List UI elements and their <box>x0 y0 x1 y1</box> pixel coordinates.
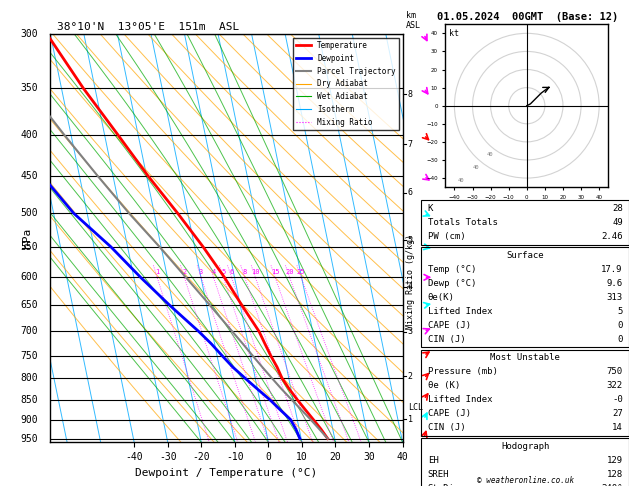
Text: 2.46: 2.46 <box>601 232 623 241</box>
Text: 15: 15 <box>271 269 279 275</box>
Text: 2: 2 <box>408 372 413 381</box>
Text: Surface: Surface <box>506 251 544 260</box>
Text: Hodograph: Hodograph <box>501 442 549 451</box>
Text: 38°10'N  13°05'E  151m  ASL: 38°10'N 13°05'E 151m ASL <box>57 22 240 32</box>
Text: CAPE (J): CAPE (J) <box>428 409 470 418</box>
Text: 28: 28 <box>612 204 623 213</box>
Text: 500: 500 <box>20 208 38 218</box>
Text: 300: 300 <box>20 29 38 39</box>
Text: 129: 129 <box>606 456 623 465</box>
Text: 6: 6 <box>408 189 413 197</box>
Text: Dewp (°C): Dewp (°C) <box>428 278 476 288</box>
Text: 128: 128 <box>606 470 623 479</box>
Text: 9.6: 9.6 <box>606 278 623 288</box>
Text: km
ASL: km ASL <box>406 11 421 30</box>
Text: 5: 5 <box>221 269 225 275</box>
Text: 4: 4 <box>408 282 413 291</box>
Text: 750: 750 <box>606 367 623 376</box>
Text: 40: 40 <box>487 152 494 157</box>
Bar <box>421 247 629 347</box>
Text: Totals Totals: Totals Totals <box>428 218 498 227</box>
Text: 1: 1 <box>408 415 413 424</box>
Text: 650: 650 <box>20 300 38 311</box>
Text: 0: 0 <box>618 321 623 330</box>
Text: 5: 5 <box>618 307 623 315</box>
Text: 700: 700 <box>20 327 38 336</box>
Text: CIN (J): CIN (J) <box>428 334 465 344</box>
Text: Pressure (mb): Pressure (mb) <box>428 367 498 376</box>
Text: 7: 7 <box>408 139 413 149</box>
Text: 550: 550 <box>20 242 38 252</box>
Text: 14: 14 <box>612 423 623 432</box>
Text: 8: 8 <box>408 89 413 99</box>
Text: 313: 313 <box>606 293 623 301</box>
X-axis label: Dewpoint / Temperature (°C): Dewpoint / Temperature (°C) <box>135 468 318 478</box>
Text: SREH: SREH <box>428 470 449 479</box>
Text: 900: 900 <box>20 415 38 425</box>
Text: PW (cm): PW (cm) <box>428 232 465 241</box>
Text: 3: 3 <box>408 328 413 336</box>
Text: 850: 850 <box>20 395 38 404</box>
Text: 4: 4 <box>211 269 216 275</box>
Text: 950: 950 <box>20 434 38 444</box>
Text: K: K <box>428 204 433 213</box>
Text: 49: 49 <box>612 218 623 227</box>
Bar <box>421 349 629 436</box>
Text: 600: 600 <box>20 272 38 282</box>
Text: CIN (J): CIN (J) <box>428 423 465 432</box>
Text: 27: 27 <box>612 409 623 418</box>
Text: 322: 322 <box>606 381 623 390</box>
Text: 0: 0 <box>618 334 623 344</box>
Text: 2: 2 <box>182 269 186 275</box>
Text: 20: 20 <box>286 269 294 275</box>
Text: Mixing Ratio (g/kg): Mixing Ratio (g/kg) <box>406 234 415 330</box>
Bar <box>421 438 629 486</box>
Text: 1: 1 <box>155 269 159 275</box>
Text: 8: 8 <box>243 269 247 275</box>
Text: kt: kt <box>448 29 459 38</box>
Text: Temp (°C): Temp (°C) <box>428 264 476 274</box>
Text: Most Unstable: Most Unstable <box>490 353 560 362</box>
Text: 10: 10 <box>251 269 260 275</box>
Text: 750: 750 <box>20 350 38 361</box>
Text: 800: 800 <box>20 373 38 383</box>
Text: 5: 5 <box>408 236 413 245</box>
Text: 17.9: 17.9 <box>601 264 623 274</box>
Text: 3: 3 <box>199 269 203 275</box>
Text: 01.05.2024  00GMT  (Base: 12): 01.05.2024 00GMT (Base: 12) <box>437 12 618 22</box>
Text: hPa: hPa <box>23 228 33 248</box>
Text: 25: 25 <box>297 269 306 275</box>
Text: 40: 40 <box>458 178 465 183</box>
Text: StmDir: StmDir <box>428 484 460 486</box>
Text: -0: -0 <box>612 395 623 404</box>
Text: θe (K): θe (K) <box>428 381 460 390</box>
Bar <box>421 200 629 244</box>
Text: LCL: LCL <box>408 403 423 412</box>
Text: 450: 450 <box>20 172 38 181</box>
Text: 6: 6 <box>230 269 233 275</box>
Text: 40: 40 <box>472 165 479 170</box>
Text: 240°: 240° <box>601 484 623 486</box>
Text: 400: 400 <box>20 130 38 140</box>
Text: θe(K): θe(K) <box>428 293 455 301</box>
Text: 350: 350 <box>20 83 38 93</box>
Legend: Temperature, Dewpoint, Parcel Trajectory, Dry Adiabat, Wet Adiabat, Isotherm, Mi: Temperature, Dewpoint, Parcel Trajectory… <box>292 38 399 130</box>
Text: CAPE (J): CAPE (J) <box>428 321 470 330</box>
Text: Lifted Index: Lifted Index <box>428 395 492 404</box>
Text: EH: EH <box>428 456 438 465</box>
Text: Lifted Index: Lifted Index <box>428 307 492 315</box>
Text: © weatheronline.co.uk: © weatheronline.co.uk <box>477 475 574 485</box>
